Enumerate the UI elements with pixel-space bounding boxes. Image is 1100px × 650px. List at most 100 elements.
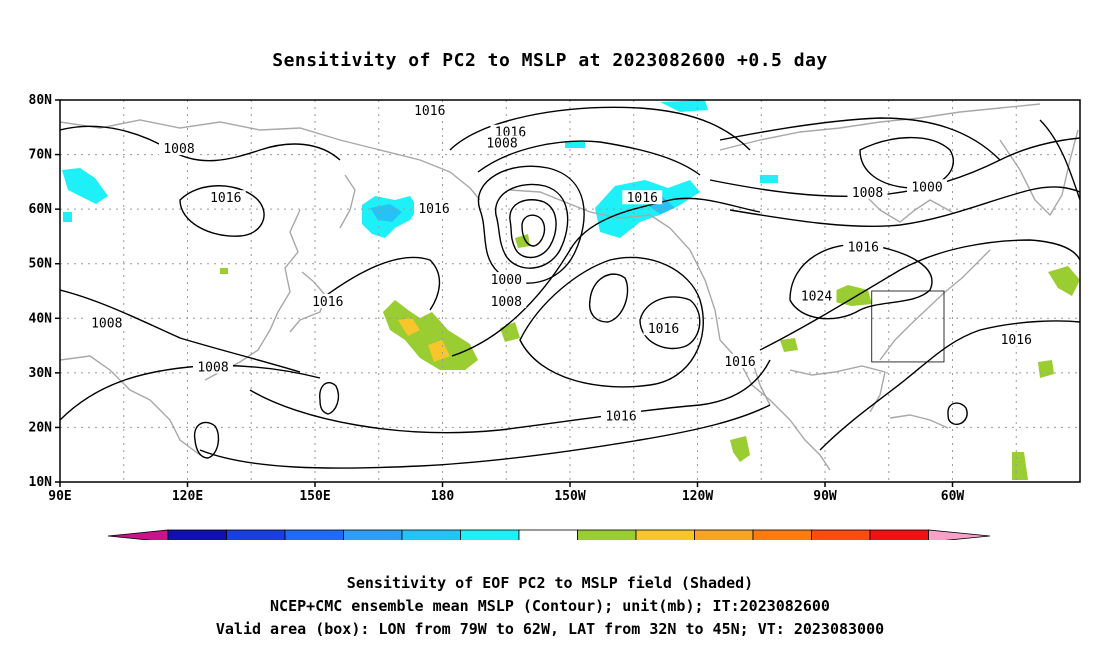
shade-cyan-small1 [63, 212, 72, 222]
contour-1016-outer [199, 404, 771, 469]
shade-green-gulf [780, 338, 798, 352]
contour-label-text: 1016 [414, 104, 445, 119]
lon-tick-label: 150E [299, 489, 330, 504]
colorbar-segment [226, 529, 286, 540]
contour-label: 1016 [643, 321, 684, 337]
map-title: Sensitivity of PC2 to MSLP at 2023082600… [272, 50, 828, 71]
contour-east-small [947, 402, 968, 425]
lon-tick-label: 90W [813, 489, 837, 504]
contour-1008-sw [60, 289, 301, 373]
lat-tick-label: 80N [29, 93, 53, 108]
shade-green-atlantic2 [1038, 360, 1054, 378]
contour-trough-east [451, 197, 761, 357]
contour-label-text: 1008 [491, 295, 522, 310]
contour-label: 1024 [796, 288, 837, 304]
lat-tick-label: 60N [29, 202, 53, 217]
colorbar-segment [167, 529, 227, 540]
contour-label-text: 1024 [801, 289, 832, 304]
contour-labels: 1016 1016 1008 1008 1016 1016 1016 1008 1000 1016… [86, 102, 1037, 425]
contour-label: 1016 [843, 239, 884, 255]
colorbar-segment [284, 529, 344, 540]
shade-green-beringia [515, 234, 530, 248]
shade-cyan-small3 [565, 142, 585, 148]
colorbar-segment [577, 529, 637, 540]
contour-label: 1008 [482, 135, 522, 152]
mslp-contours [60, 106, 1080, 469]
coast-southeast-asia [60, 355, 201, 456]
lon-tick-label: 60W [941, 489, 965, 504]
lat-tick-label: 10N [29, 475, 53, 490]
latitude-axis: 80N 70N 60N 50N 40N 30N 20N 10N [29, 93, 60, 490]
contour-label-bg [796, 288, 837, 303]
contour-low-sea2 [319, 382, 340, 415]
lon-tick-label: 120W [682, 489, 713, 504]
contour-label-text: 1008 [486, 137, 517, 152]
contour-label: 1016 [205, 190, 246, 206]
contour-label-bg [601, 408, 641, 423]
contour-label: 1016 [414, 201, 454, 217]
contour-1016-atlantic [819, 320, 1080, 451]
shade-green-pacific [383, 300, 478, 370]
colorbar-segment [811, 529, 871, 540]
map-area: 1016 1016 1008 1008 1016 1016 1016 1008 1000 1016… [59, 99, 1081, 483]
contour-label: 1016 [307, 293, 348, 310]
contour-label: 1016 [720, 353, 760, 370]
colorbar-segment [752, 529, 812, 540]
contour-east-4 [859, 136, 955, 189]
coast-baja [751, 359, 771, 406]
contour-label: 1000 [486, 272, 527, 288]
shade-green-pacific2 [500, 322, 520, 342]
contour-label: 1008 [86, 315, 127, 332]
shade-green-atlantic3 [1012, 452, 1028, 480]
coast-hudson [859, 189, 953, 223]
lon-tick-label: 150W [554, 489, 585, 504]
contour-label-bg [486, 293, 527, 308]
colorbar: −0.9−0.8−0.7−0.6−0.5−0.4−0.30.30.40.50.6… [107, 529, 991, 540]
contour-label-text: 1008 [197, 360, 228, 375]
coast-asia-north [60, 119, 481, 201]
contour-label-bg [486, 272, 527, 287]
lat-tick-label: 30N [29, 366, 53, 381]
colorbar-segment [460, 529, 520, 540]
colorbar-segment [401, 529, 461, 540]
contour-label: 1000 [907, 179, 947, 195]
lat-tick-label: 70N [29, 148, 53, 163]
lon-tick-label: 90E [48, 489, 71, 504]
contour-low-sea [193, 421, 220, 459]
contour-low-1 [477, 165, 585, 284]
contour-label-bg [843, 239, 884, 254]
lat-tick-label: 50N [29, 257, 53, 272]
contour-1008-west [60, 125, 341, 162]
shade-green-eastus [832, 285, 872, 306]
coast-north-america-east [879, 249, 991, 361]
contour-1016-big [249, 256, 771, 434]
shade-yellow-pacific2 [428, 340, 450, 362]
contour-label-text: 1016 [848, 240, 879, 255]
shade-cyan-gulf-alaska [595, 180, 700, 238]
longitude-axis: 90E 120E 150E 180 150W 120W 90W 60W [48, 482, 964, 504]
contour-label: 1008 [486, 293, 527, 310]
contour-label-bg [490, 124, 531, 139]
contour-label-bg [414, 201, 454, 216]
contour-1016-west [179, 185, 265, 237]
contour-1016-north [449, 106, 751, 151]
lat-tick-label: 20N [29, 420, 53, 435]
contour-label: 1008 [159, 141, 199, 157]
colorbar-segment [635, 529, 695, 540]
contour-low-4 [521, 214, 546, 247]
contour-high-2 [639, 296, 701, 350]
colorbar-segment [343, 529, 403, 540]
contour-label: 1008 [193, 359, 233, 375]
colorbar-segment [518, 529, 578, 540]
contour-low-2 [495, 183, 569, 269]
contour-label-bg [86, 315, 127, 330]
contour-label-bg [907, 179, 947, 194]
colorbar-high-triangle [928, 529, 991, 540]
contour-label-text: 1016 [210, 191, 241, 206]
contour-label-text: 1016 [724, 355, 755, 370]
caption-shading: Sensitivity of EOF PC2 to MSLP field (Sh… [346, 574, 754, 592]
shade-yellow-pacific1 [398, 318, 420, 336]
contour-label-bg [720, 353, 760, 368]
shade-green-atlantic1 [1048, 266, 1080, 296]
shade-cyan-small2 [760, 175, 778, 183]
